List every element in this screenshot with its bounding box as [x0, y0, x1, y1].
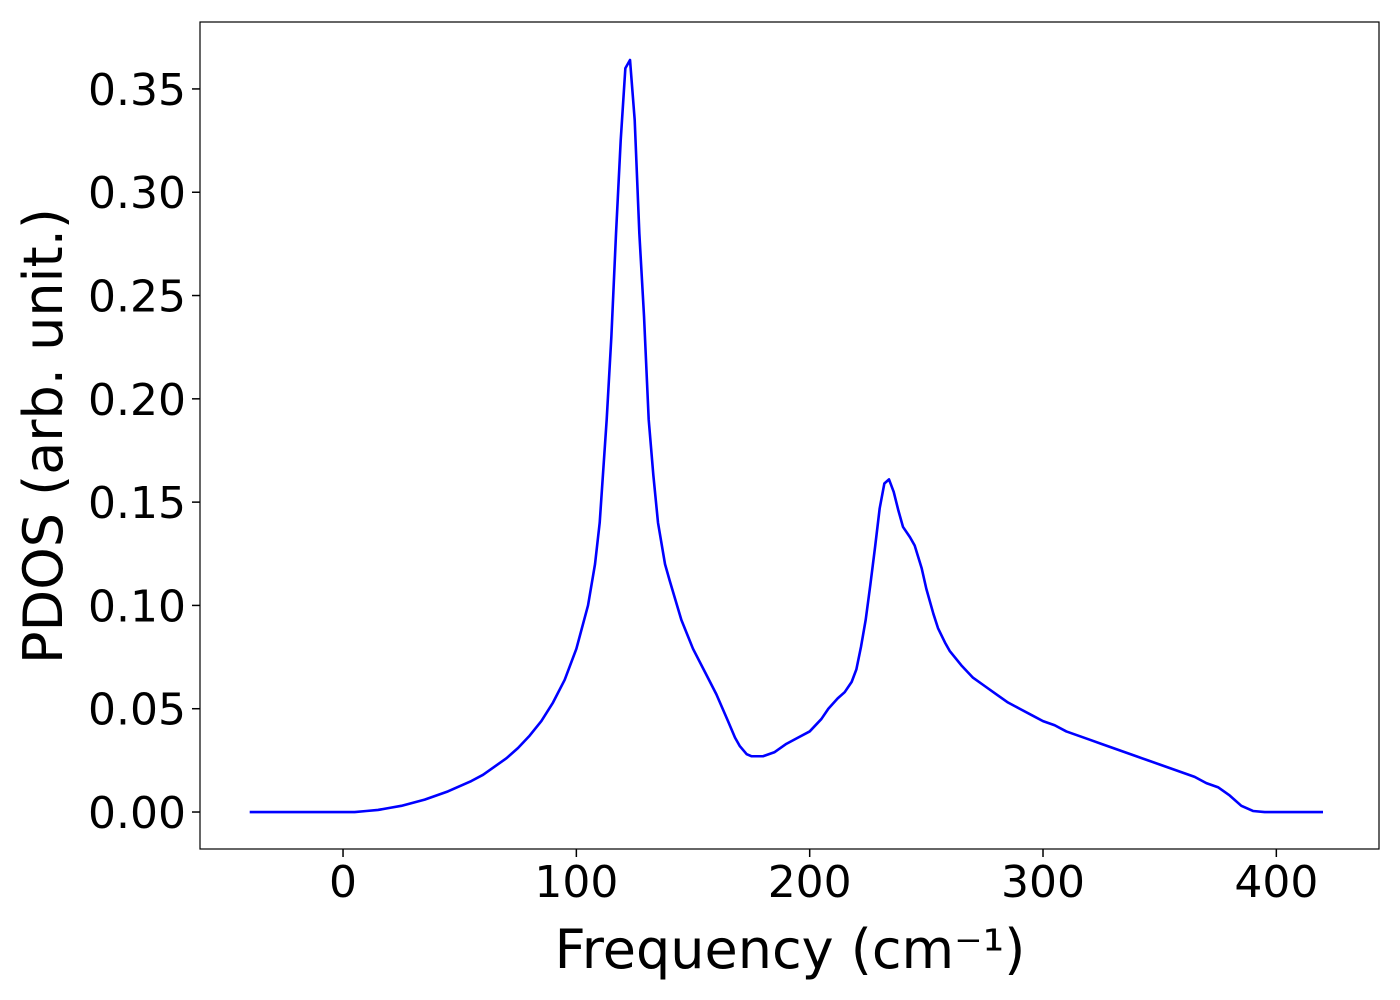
y-tick-label: 0.05	[88, 685, 186, 736]
y-tick-label: 0.35	[88, 65, 186, 116]
x-tick-label: 300	[1001, 857, 1085, 908]
y-tick-label: 0.15	[88, 478, 186, 529]
x-axis-label: Frequency (cm⁻¹)	[555, 918, 1026, 981]
y-tick-label: 0.25	[88, 272, 186, 323]
x-tick-label: 200	[768, 857, 852, 908]
y-tick-label: 0.20	[88, 375, 186, 426]
y-tick-label: 0.00	[88, 788, 186, 839]
y-tick-label: 0.30	[88, 168, 186, 219]
plot-frame	[199, 21, 1380, 850]
x-tick-label: 400	[1234, 857, 1318, 908]
y-tick-label: 0.10	[88, 581, 186, 632]
data-line	[249, 58, 1323, 814]
x-tick-label: 0	[329, 857, 357, 908]
x-tick-label: 100	[534, 857, 618, 908]
y-axis-label: PDOS (arb. unit.)	[12, 208, 75, 664]
